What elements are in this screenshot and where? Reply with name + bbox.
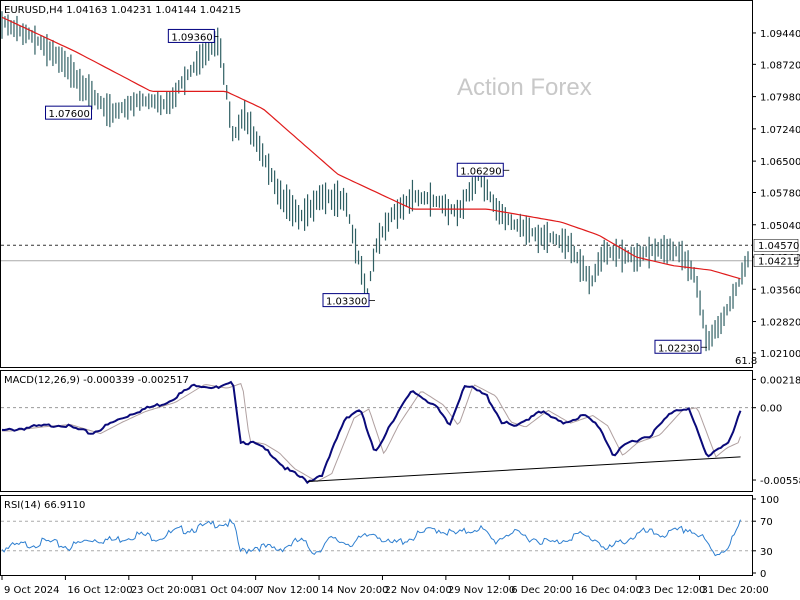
- macd-line: [1, 380, 742, 485]
- fib-label: 61.8: [735, 356, 757, 367]
- annotation-box: [45, 105, 93, 120]
- price-y-tick-label: 1.03560: [760, 285, 800, 296]
- annotation-box: [456, 162, 504, 177]
- x-tick-label: 31 Oct 04:00: [194, 585, 259, 596]
- x-tick-label: 9 Oct 2024: [4, 585, 59, 596]
- annotation-box: [654, 339, 702, 354]
- x-tick-label: 16 Oct 12:00: [67, 585, 132, 596]
- x-tick-label: 22 Nov 04:00: [384, 585, 451, 596]
- axes: 1.09440 1.08720 1.07980 1.07240 1.06500 1.057…: [1, 29, 800, 596]
- rsi-y-tick-label: 0: [760, 569, 766, 580]
- rsi-y-tick-label: 70: [760, 517, 773, 528]
- annotation-box: [322, 293, 370, 308]
- rsi-y-tick-label: 30: [760, 547, 773, 558]
- x-tick-label: 31 Dec 20:00: [702, 585, 769, 596]
- x-tick-label: 14 Nov 20:00: [321, 585, 388, 596]
- price-annotations: 1.09360 1.07600 1.06290 1.03300 1.02230: [45, 28, 707, 354]
- price-y-tick-label: 1.07240: [760, 125, 800, 136]
- price-header: EURUSD,H4 1.04163 1.04231 1.04144 1.0421…: [4, 5, 241, 16]
- rsi-header: RSI(14) 66.9110: [4, 500, 85, 511]
- rsi-series: [1, 518, 752, 557]
- price-y-tick-label: 1.05040: [760, 221, 800, 232]
- moving-average-line: [1, 16, 741, 280]
- watermark: Action Forex: [457, 74, 592, 101]
- price-series: [1, 11, 752, 352]
- price-y-tick-label: 1.02100: [760, 349, 800, 360]
- macd-y-tick-label: -0.005584: [760, 476, 800, 487]
- x-tick-label: 23 Dec 12:00: [638, 585, 705, 596]
- macd-y-tick-label: 0.00: [760, 404, 782, 415]
- price-y-tick-label: 1.06500: [760, 157, 800, 168]
- annotation-label: 1.02230: [658, 343, 699, 354]
- price-y-tick-label: 1.08720: [760, 60, 800, 71]
- price-pane-frame: [0, 0, 753, 368]
- macd-signal-line: [2, 382, 741, 482]
- macd-y-tick-label: 0.002182: [760, 375, 800, 386]
- annotation-label: 1.09360: [171, 32, 212, 43]
- annotation-label: 1.07600: [49, 109, 90, 120]
- x-tick-label: 6 Dec 20:00: [511, 585, 572, 596]
- price-y-tick-label: 1.07980: [760, 93, 800, 104]
- annotation-label: 1.03300: [326, 297, 367, 308]
- current-price-tag-text: 1.04215: [758, 257, 799, 268]
- price-y-tick-label: 1.09440: [760, 29, 800, 40]
- current-price-tag-box: [753, 254, 799, 267]
- rsi-line: [1, 518, 741, 557]
- rsi-pane-frame: [0, 495, 753, 576]
- x-tick-label: 23 Oct 20:00: [131, 585, 196, 596]
- resistance-tag-text: 1.04570: [758, 241, 799, 252]
- rsi-y-tick-label: 100: [760, 495, 779, 506]
- x-tick-label: 7 Nov 12:00: [258, 585, 319, 596]
- x-tick-label: 16 Dec 04:00: [575, 585, 642, 596]
- price-y-tick-label: 1.05780: [760, 189, 800, 200]
- macd-series: [1, 380, 752, 485]
- macd-header: MACD(12,26,9) -0.000339 -0.002517: [4, 375, 189, 386]
- resistance-tag-box: [753, 238, 799, 252]
- annotation-box: [167, 28, 215, 43]
- annotation-label: 1.06290: [460, 166, 501, 177]
- macd-trendline: [307, 456, 741, 483]
- price-y-tick-label: 1.02820: [760, 318, 800, 329]
- x-tick-label: 29 Nov 12:00: [448, 585, 515, 596]
